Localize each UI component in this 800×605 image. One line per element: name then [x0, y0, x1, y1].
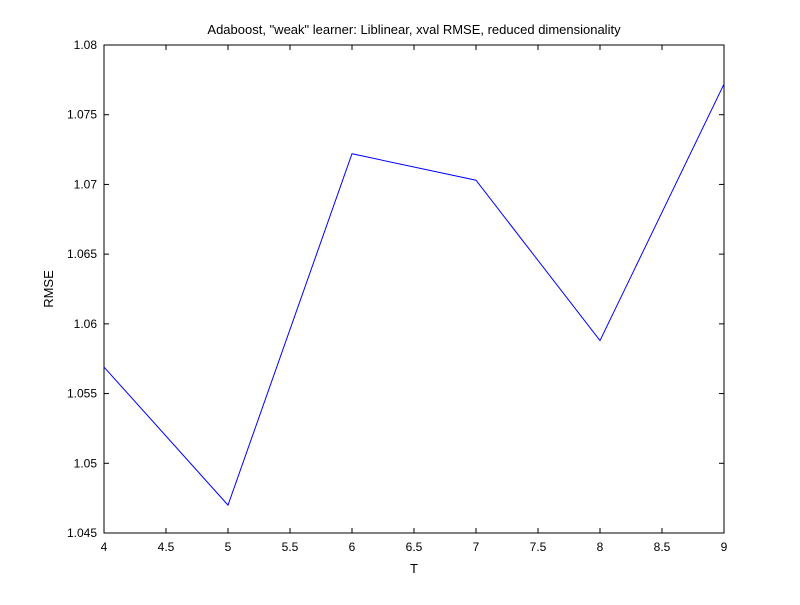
y-tick-label: 1.045 — [67, 526, 97, 540]
series-line — [103, 83, 725, 507]
y-tick-label: 1.07 — [74, 177, 98, 191]
x-tick-label: 6.5 — [406, 540, 423, 554]
y-tick-label: 1.075 — [67, 108, 97, 122]
x-tick-label: 4.5 — [158, 540, 175, 554]
x-tick-label: 4 — [101, 540, 108, 554]
x-tick-label: 5 — [225, 540, 232, 554]
x-tick-label: 8 — [597, 540, 604, 554]
chart-title: Adaboost, "weak" learner: Liblinear, xva… — [207, 22, 621, 37]
y-tick-label: 1.065 — [67, 247, 97, 261]
x-tick-label: 8.5 — [654, 540, 671, 554]
y-tick-label: 1.06 — [74, 317, 98, 331]
plot-area — [103, 44, 725, 534]
series-layer — [103, 83, 725, 507]
x-tick-label: 6 — [349, 540, 356, 554]
x-tick-label: 5.5 — [282, 540, 299, 554]
x-axis: 4 4.5 5 5.5 6 6.5 7 7.5 8 8.5 9 — [101, 45, 728, 554]
x-tick-label: 9 — [721, 540, 728, 554]
y-tick-label: 1.055 — [67, 387, 97, 401]
x-tick-label: 7.5 — [530, 540, 547, 554]
y-axis-label: RMSE — [41, 270, 56, 308]
y-tick-label: 1.05 — [74, 456, 98, 470]
y-axis: 1.045 1.05 1.055 1.06 1.065 1.07 1.075 1.08 — [67, 38, 724, 540]
x-axis-label: T — [410, 561, 418, 576]
x-tick-label: 7 — [473, 540, 480, 554]
y-tick-label: 1.08 — [74, 38, 98, 52]
